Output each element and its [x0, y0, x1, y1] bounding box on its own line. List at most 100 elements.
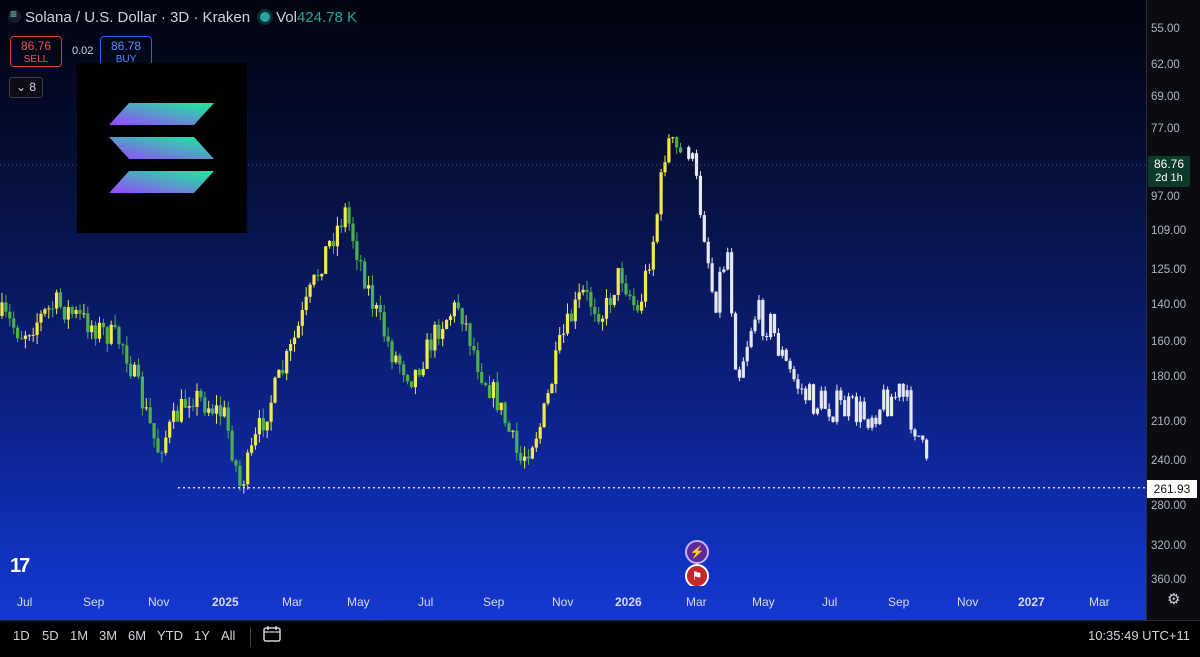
candle: [784, 348, 788, 362]
candle: [257, 409, 261, 443]
candle: [0, 292, 4, 319]
candle: [694, 149, 699, 180]
candle: [558, 326, 562, 354]
symbol-legend[interactable]: Solana / U.S. Dollar · 3D · Kraken Vol424…: [8, 7, 357, 26]
period-button-all[interactable]: All: [221, 628, 236, 643]
candle: [679, 142, 683, 154]
candle: [97, 316, 102, 343]
candle: [835, 384, 839, 425]
price-tick: 69.00: [1151, 91, 1180, 103]
bar-countdown: 2d 1h: [1155, 172, 1183, 184]
candle: [862, 397, 866, 421]
candle: [897, 383, 901, 402]
candle: [148, 397, 152, 425]
candle: [187, 397, 191, 418]
period-button-3m[interactable]: 3M: [99, 628, 118, 643]
price-tick: 97.00: [1151, 191, 1180, 203]
candle: [811, 383, 816, 416]
candle: [160, 450, 164, 463]
candle: [339, 218, 343, 234]
candle: [55, 289, 59, 315]
candle: [921, 435, 925, 443]
candle: [207, 400, 211, 417]
tradingview-logo[interactable]: 17: [10, 555, 30, 577]
gear-icon[interactable]: ⚙: [1167, 591, 1181, 608]
candle: [300, 301, 304, 336]
candle: [289, 339, 293, 362]
candle: [612, 294, 616, 308]
time-tick: Nov: [957, 595, 979, 609]
candle: [601, 315, 605, 331]
candle: [136, 358, 141, 379]
candle: [43, 307, 47, 317]
candle: [608, 293, 612, 313]
candle: [495, 372, 499, 413]
candle: [27, 334, 31, 341]
period-button-6m[interactable]: 6M: [128, 628, 147, 643]
candle: [121, 342, 125, 355]
candle: [878, 409, 882, 426]
price-tick: 240.00: [1151, 455, 1187, 467]
candle: [640, 293, 644, 314]
candle: [800, 383, 804, 395]
candle: [741, 357, 745, 379]
candle: [753, 316, 757, 334]
candle: [378, 295, 382, 321]
candle: [452, 300, 456, 323]
candle: [925, 438, 929, 461]
time-tick: Sep: [888, 595, 910, 609]
period-button-5d[interactable]: 5D: [42, 628, 59, 643]
candle: [620, 261, 624, 293]
period-button-1m[interactable]: 1M: [70, 628, 89, 643]
price-axis[interactable]: 55.00 62.00 69.00 77.00 97.00 109.00 125.00 140…: [1146, 0, 1200, 620]
candle: [507, 420, 511, 433]
candle: [234, 458, 238, 473]
time-axis[interactable]: [0, 586, 1146, 620]
candle: [374, 302, 378, 317]
candle: [172, 402, 176, 429]
candle: [534, 432, 538, 453]
candle: [589, 286, 593, 316]
period-button-1y[interactable]: 1Y: [194, 628, 210, 643]
time-tick: Sep: [483, 595, 505, 609]
candle: [761, 298, 765, 341]
sell-button[interactable]: 86.76 SELL: [10, 36, 62, 67]
candle: [772, 313, 777, 337]
candle: [211, 404, 215, 416]
period-button-ytd[interactable]: YTD: [157, 628, 183, 643]
date-range-icon[interactable]: [262, 625, 282, 643]
buy-label: BUY: [115, 54, 137, 65]
candle: [780, 346, 784, 359]
candle: [394, 351, 398, 365]
candle: [616, 267, 620, 301]
candle: [355, 232, 359, 270]
candle: [628, 289, 632, 301]
candle: [647, 263, 651, 274]
candle: [19, 331, 24, 340]
candle: [331, 232, 336, 254]
price-tick: 210.00: [1151, 416, 1187, 428]
time-tick: May: [347, 595, 370, 609]
candle: [58, 288, 63, 309]
candle: [565, 303, 570, 336]
indicators-collapse-button[interactable]: ⌄ 8: [9, 77, 43, 98]
candle: [66, 300, 70, 329]
candlestick-plot: [0, 134, 1146, 494]
period-button-1d[interactable]: 1D: [13, 628, 30, 643]
clock[interactable]: 10:35:49 UTC+11: [1087, 628, 1190, 643]
candle: [476, 342, 480, 380]
candle: [117, 325, 121, 349]
flash-event-icon[interactable]: ⚡: [685, 540, 709, 564]
candle: [82, 303, 86, 319]
candle: [706, 237, 710, 269]
candle: [203, 391, 207, 417]
us-flag-event-icon[interactable]: ⚑: [685, 564, 709, 588]
candle: [140, 371, 144, 416]
candle: [905, 384, 909, 401]
bottom-toolbar: [0, 620, 1200, 657]
time-tick: Mar: [686, 595, 707, 609]
candle: [4, 294, 8, 318]
candle: [643, 264, 648, 308]
candle: [425, 333, 429, 370]
candle: [893, 391, 898, 400]
